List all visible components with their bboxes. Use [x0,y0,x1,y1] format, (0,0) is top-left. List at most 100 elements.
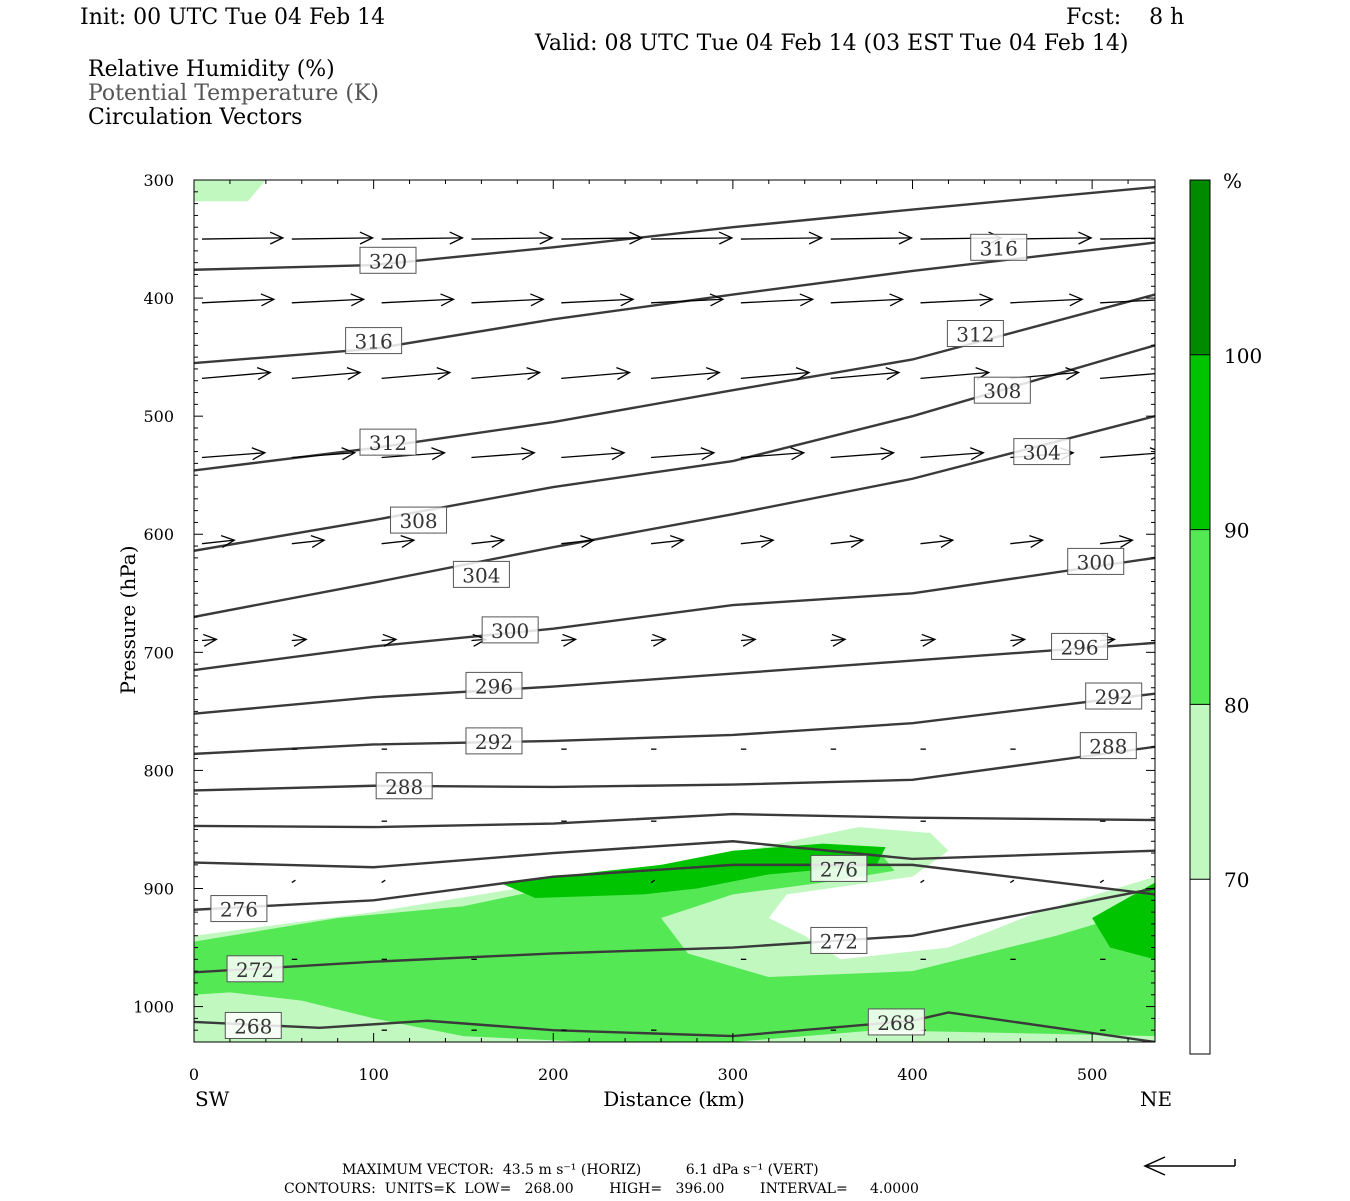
colorbar-band-70 [1190,704,1210,880]
wind-vector [471,534,506,549]
wind-vector [830,534,865,549]
wind-vector [830,367,901,381]
contour-label-288: 288 [1079,732,1137,760]
colorbar-band-100 [1190,180,1210,355]
x-tick-label: 400 [897,1065,928,1084]
colorbar: 70 80 90 100 [1189,179,1262,1055]
field-potential-temperature: Potential Temperature (K) [88,81,379,106]
wind-vector [201,447,267,461]
contour-label-296: 296 [465,671,523,699]
wind-vector [291,534,326,549]
contour-label-304: 304 [452,560,510,588]
colorbar-band-80 [1190,529,1210,705]
wind-vector [291,879,296,884]
wind-vector [381,633,398,647]
svg-text:272: 272 [236,958,274,982]
rh-region-90 [1092,882,1155,960]
colorbar-band-90 [1190,354,1210,530]
colorbar-unit: % [1223,169,1242,193]
wind-vector [561,447,626,461]
wind-vector [471,447,536,461]
contour-label-272: 272 [226,955,284,983]
theta-contour-280 [194,840,1155,869]
wind-vector [1100,299,1155,304]
x-end-label-sw: SW [195,1087,230,1111]
contour-label-296: 296 [1051,632,1109,660]
wind-vector [830,447,896,461]
svg-text:304: 304 [1023,441,1061,465]
y-tick-label: 300 [143,171,174,190]
wind-vector [471,367,542,381]
colorbar-label: 90 [1224,519,1249,543]
contour-label-308: 308 [390,506,448,534]
wind-vectors [201,231,1155,1031]
theta-contour-320 [194,185,1155,271]
wind-vector [561,534,596,549]
wind-vector [291,633,308,647]
colorbar-frame [1189,179,1211,1055]
wind-vector [650,534,685,549]
contour-label-268: 268 [224,1011,282,1039]
contour-label-276: 276 [810,854,868,882]
theta-contour-288 [194,745,1155,792]
theta-contour-296 [194,641,1155,715]
contour-label-272: 272 [810,926,868,954]
contour-label-288: 288 [375,772,433,800]
y-tick-label: 500 [143,407,174,426]
wind-vector [201,293,276,307]
svg-text:312: 312 [369,431,407,455]
wind-vector [561,367,632,381]
contour-label-308: 308 [973,376,1031,404]
reference-vector-arrow [1143,1156,1236,1176]
svg-text:292: 292 [475,730,513,754]
wind-vector [381,534,416,549]
wind-vector [920,633,937,647]
wind-vector [651,231,734,245]
contour-label-304: 304 [1013,438,1071,466]
x-tick-label: 100 [358,1065,389,1084]
theta-contour-272 [194,887,1155,974]
wind-vector [651,367,721,381]
x-tick-label: 200 [538,1065,569,1084]
svg-text:300: 300 [491,619,529,643]
wind-vector [740,231,824,245]
wind-vector [291,447,357,461]
wind-vector [740,367,811,381]
x-axis-title: Distance (km) [603,1087,745,1111]
theta-contour-316 [194,241,1155,365]
forecast-hour: Fcst: 8 h [1066,5,1185,30]
wind-vector [1010,633,1027,647]
svg-text:312: 312 [956,323,994,347]
svg-text:296: 296 [1060,635,1098,659]
contour-label-312: 312 [359,428,417,456]
svg-text:296: 296 [475,674,513,698]
theta-contour-312 [194,293,1155,472]
wind-vector [561,231,644,245]
init-time: Init: 00 UTC Tue 04 Feb 14 [80,5,386,30]
theta-contour-292 [194,692,1155,756]
wind-vector [1010,534,1045,549]
wind-vector [830,231,914,245]
svg-text:268: 268 [234,1014,272,1038]
wind-vector [651,633,667,647]
theta-contour-308 [194,344,1155,552]
wind-vector [920,447,985,461]
x-tick-label: 300 [718,1065,749,1084]
rh-region-80 [194,848,1155,1042]
contour-label-320: 320 [359,246,417,274]
wind-vector [291,231,375,245]
field-relative-humidity: Relative Humidity (%) [88,57,335,82]
wind-vector [381,879,386,884]
wind-vector [1099,879,1105,884]
wind-vector [381,367,452,381]
colorbar-label: 80 [1224,693,1249,717]
x-end-label-ne: NE [1140,1087,1172,1111]
wind-vector [651,447,716,461]
svg-text:288: 288 [1089,735,1127,759]
x-tick-label: 500 [1077,1065,1108,1084]
y-tick-label: 900 [143,879,174,898]
contour-label-276: 276 [210,895,268,923]
contour-label-312: 312 [946,320,1004,348]
wind-vector [291,293,366,307]
